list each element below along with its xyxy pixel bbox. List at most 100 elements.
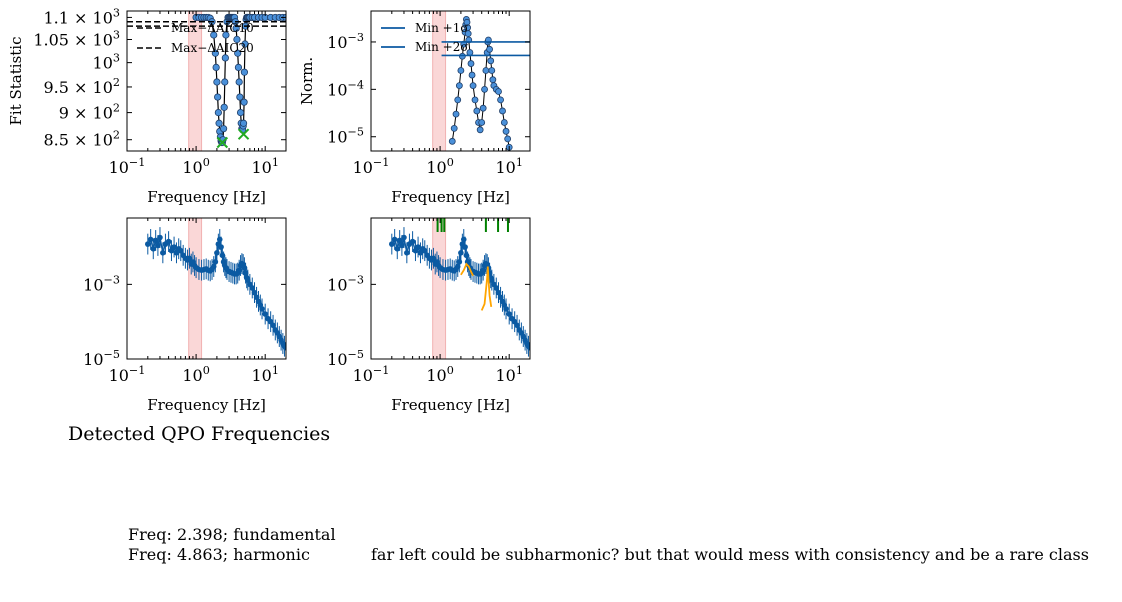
psd-point: [157, 234, 163, 241]
psd-point: [218, 244, 224, 250]
x-axis-label: Frequency [Hz]: [391, 188, 510, 206]
x-axis-label: Frequency [Hz]: [147, 396, 266, 414]
x-tick-label: 100: [426, 156, 453, 177]
psd-point: [430, 255, 437, 262]
fit-point: [219, 125, 228, 133]
norm-point: [504, 135, 512, 143]
x-axis-label: Frequency [Hz]: [147, 188, 266, 206]
psd-point: [251, 289, 258, 296]
panel-psd_model: Frequency [Hz]: [370, 217, 531, 414]
axes-frame: [126, 217, 287, 360]
psd-point: [394, 245, 401, 252]
y-tick-label: 8.5 × 102: [43, 129, 120, 150]
norm-point: [468, 71, 476, 79]
psd-point: [415, 244, 421, 250]
norm-point: [448, 137, 456, 145]
x-tick-label: 101: [251, 364, 278, 385]
excluded-band: [188, 11, 203, 151]
x-tick-label: 101: [251, 156, 278, 177]
panel-norm: Min +1σ Min +2σ Frequency [Hz] Norm.: [298, 10, 531, 206]
norm-point: [450, 124, 458, 132]
plot-area-psd: [145, 218, 286, 359]
legend-label-2: Max−ΔAIC20: [171, 41, 254, 55]
fit-point: [214, 108, 222, 117]
psd-point: [506, 311, 512, 317]
panel-fit: Max−ΔAIC10 Max−ΔAIC20 Frequency [Hz] Fit St…: [7, 10, 287, 206]
psd-point: [527, 344, 530, 351]
y-tick-label: 9.5 × 102: [43, 76, 120, 97]
norm-point: [454, 96, 462, 104]
fit-point: [233, 35, 241, 44]
qpo-model-1: [460, 262, 474, 277]
excluded-band: [188, 218, 203, 359]
x-tick-label: 10−1: [109, 364, 146, 385]
fit-point: [221, 78, 229, 86]
psd-point: [458, 250, 464, 256]
plot-area-psd_model: [389, 218, 530, 359]
norm-point: [476, 126, 484, 134]
psd-point: [456, 259, 463, 265]
y-tick-label: 10−5: [83, 348, 120, 369]
norm-point: [500, 119, 508, 126]
y-tick-label: 9 × 102: [59, 102, 120, 123]
psd-point: [454, 263, 461, 270]
psd-point: [241, 264, 248, 271]
norm-point: [455, 82, 463, 89]
psd-point: [150, 245, 157, 252]
minimum-marker: [216, 136, 229, 149]
plot-area-fit: [127, 11, 286, 151]
psd-point: [389, 241, 395, 247]
psd-point: [514, 322, 520, 329]
psd-point: [463, 252, 470, 259]
detection-line-fundamental: Freq: 2.398; fundamental: [128, 525, 336, 544]
psd-point: [399, 242, 405, 249]
x-tick-label: 100: [182, 364, 209, 385]
legend-label-1: Min +1σ: [415, 21, 469, 35]
psd-point: [216, 236, 223, 243]
psd-point: [242, 270, 249, 276]
norm-point: [473, 107, 481, 115]
y-axis-label: Fit Statistic: [7, 37, 25, 126]
psd-point: [165, 238, 172, 245]
axes-frame: [370, 10, 531, 152]
psd-point: [186, 255, 193, 262]
norm-point: [452, 110, 460, 118]
psd-point: [219, 252, 226, 259]
psd-point: [160, 250, 166, 256]
psd-point: [283, 344, 286, 351]
analysis-note: far left could be subharmonic? but that …: [371, 545, 1089, 564]
norm-point: [467, 60, 475, 67]
x-tick-label: 101: [495, 156, 522, 177]
axes-frame: [370, 217, 531, 360]
psd-point: [404, 250, 410, 256]
psd-point: [152, 237, 159, 244]
norm-point: [464, 30, 472, 38]
fit-point: [234, 63, 243, 71]
x-tick-label: 10−1: [109, 156, 146, 177]
fit-point: [221, 54, 229, 62]
psd-point: [480, 267, 486, 273]
y-tick-label: 10−3: [83, 273, 120, 294]
qpo-model-2: [480, 266, 493, 311]
psd-point: [462, 244, 468, 250]
psd-point: [488, 277, 495, 283]
fit-point: [212, 63, 220, 71]
x-axis-label: Frequency [Hz]: [391, 396, 510, 414]
panel-psd: Frequency [Hz]: [126, 217, 287, 414]
fit-point: [235, 78, 243, 86]
norm-point: [499, 107, 506, 115]
fit-point: [211, 49, 219, 57]
psd-point: [401, 234, 407, 241]
y-tick-label: 1.05 × 103: [33, 28, 120, 49]
psd-point: [236, 267, 242, 273]
fit-point: [239, 119, 248, 127]
detection-line-harmonic: Freq: 4.863; harmonic: [128, 545, 310, 564]
x-tick-label: 100: [182, 156, 209, 177]
legend-label-2: Min +2σ: [415, 40, 469, 54]
psd-point: [155, 242, 161, 249]
psd-point: [270, 322, 276, 329]
axes-frame: [126, 10, 287, 152]
norm-point: [479, 104, 487, 112]
psd-point: [212, 259, 219, 265]
